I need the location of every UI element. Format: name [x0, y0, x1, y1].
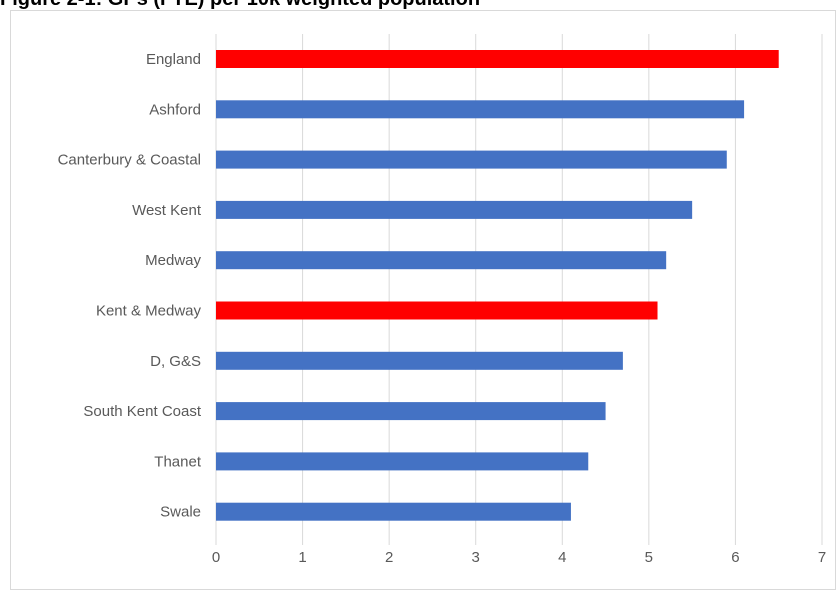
- category-label: Ashford: [149, 101, 201, 118]
- bar-england: [216, 50, 779, 68]
- bar-canterbury-coastal: [216, 150, 727, 169]
- category-label: Kent & Medway: [96, 303, 202, 320]
- bar-swale: [216, 502, 571, 521]
- x-tick-label: 0: [212, 549, 220, 566]
- x-tick-label: 6: [731, 549, 739, 566]
- category-label: Medway: [145, 252, 201, 269]
- bar-thanet: [216, 452, 589, 471]
- bar-chart: England Ashford Canterbury & Coastal West K…: [58, 34, 826, 566]
- chart-title: Figure 2-1: GPs (FTE) per 10k weighted p…: [0, 0, 480, 11]
- bar-medway: [216, 251, 667, 270]
- bar-kent-medway: [216, 301, 658, 320]
- bar-d-g-s: [216, 351, 623, 370]
- category-label: D, G&S: [150, 353, 201, 370]
- x-tick-label: 7: [818, 549, 826, 566]
- x-tick-label: 5: [645, 549, 653, 566]
- category-labels: England Ashford Canterbury & Coastal West K…: [58, 51, 202, 521]
- bar-ashford: [216, 100, 745, 119]
- bars: [216, 50, 779, 521]
- category-label: West Kent: [132, 202, 202, 219]
- x-tick-label: 2: [385, 549, 393, 566]
- x-tick-label: 1: [298, 549, 306, 566]
- category-label: South Kent Coast: [83, 403, 201, 420]
- bar-south-kent-coast: [216, 402, 606, 421]
- x-tick-label: 4: [558, 549, 566, 566]
- bar-west-kent: [216, 200, 693, 219]
- x-tick-labels: 0 1 2 3 4 5 6 7: [212, 549, 826, 566]
- category-label: England: [146, 51, 201, 68]
- category-label: Swale: [160, 504, 201, 521]
- category-label: Thanet: [154, 453, 202, 470]
- x-tick-label: 3: [472, 549, 480, 566]
- category-label: Canterbury & Coastal: [58, 152, 201, 169]
